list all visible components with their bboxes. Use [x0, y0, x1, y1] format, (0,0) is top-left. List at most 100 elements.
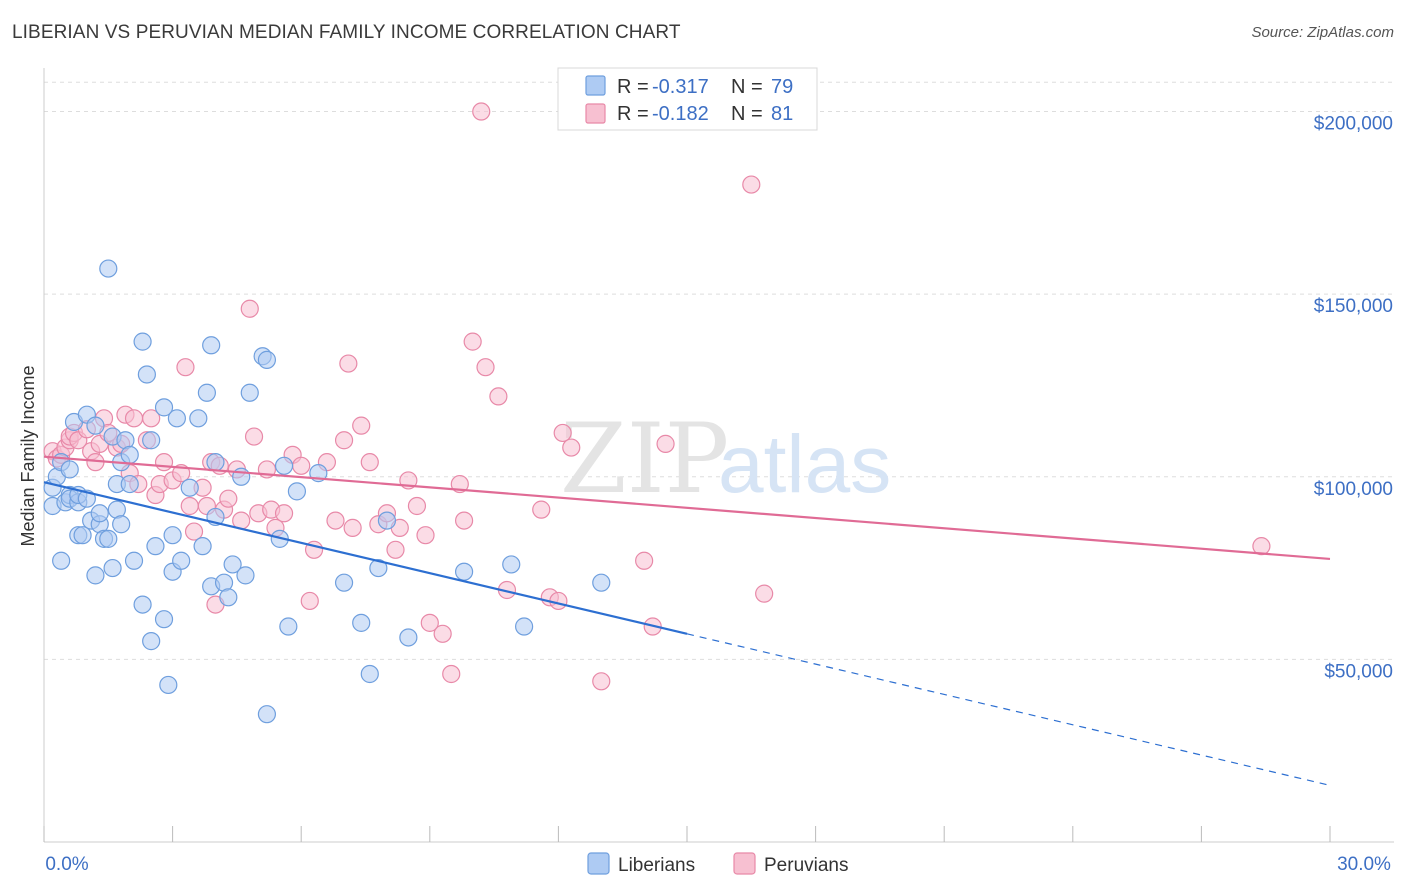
peruvian-point	[240, 299, 259, 318]
liberian-point	[189, 409, 208, 428]
watermark-zip: ZIP	[560, 403, 729, 515]
liberian-point	[274, 456, 294, 475]
liberian-point	[142, 431, 161, 450]
series-legend: Liberians Peruvians	[587, 852, 849, 876]
liberian-point	[159, 675, 178, 695]
peruvian-point	[326, 511, 345, 530]
liberian-point	[103, 558, 122, 578]
liberian-point	[99, 259, 118, 278]
liberian-point	[334, 573, 354, 592]
liberian-point	[60, 460, 79, 479]
liberian-point	[133, 595, 152, 614]
peruvian-point	[300, 591, 319, 611]
peruvian-point	[154, 453, 174, 472]
peruvian-point	[274, 504, 294, 523]
stat-r-value-0: -0.317	[652, 76, 709, 98]
liberian-point	[592, 573, 611, 592]
peruvian-point	[339, 354, 358, 373]
peruvian-point	[1252, 537, 1271, 556]
liberian-point	[120, 474, 139, 494]
watermark: ZIP atlas	[560, 403, 891, 515]
liberian-trend-extension	[686, 633, 1331, 786]
liberian-point	[86, 566, 105, 585]
chart-title: LIBERIAN VS PERUVIAN MEDIAN FAMILY INCOM…	[12, 22, 681, 43]
liberian-point	[137, 365, 156, 384]
liberian-point	[219, 588, 238, 607]
stat-n-label-1: N =	[731, 103, 763, 125]
liberian-point	[257, 350, 277, 369]
x-tick-label-max: 30.0%	[1337, 854, 1391, 875]
peruvian-point	[489, 387, 508, 406]
liberian-point	[99, 529, 118, 548]
source-credit: Source: ZipAtlas.com	[1251, 24, 1394, 41]
peruvian-point	[416, 526, 435, 545]
liberian-point	[73, 526, 92, 545]
peruvian-point	[454, 511, 474, 530]
peruvian-point	[180, 496, 199, 516]
liberian-point	[146, 537, 165, 556]
liberian-point	[52, 551, 71, 570]
axes: $50,000 $100,000 $150,000 $200,000 0.0% 30.0%	[43, 68, 1394, 875]
liberian-point	[167, 409, 186, 428]
liberian-point	[163, 526, 182, 545]
peruvian-point	[244, 427, 264, 446]
liberian-point	[377, 511, 397, 530]
peruvian-point	[219, 489, 238, 508]
peruvian-point	[549, 591, 568, 611]
peruvian-point	[592, 672, 611, 691]
trend-lines	[43, 455, 1331, 786]
y-axis-label: Median Family Income	[18, 365, 38, 546]
liberian-point	[240, 383, 259, 402]
liberian-trend-line	[43, 481, 688, 635]
y-tick-label: $200,000	[1314, 114, 1393, 135]
liberian-point	[154, 398, 174, 417]
peruvian-point	[755, 584, 774, 603]
liberian-point	[279, 617, 298, 636]
peruvian-point	[334, 431, 354, 450]
liberian-point	[502, 555, 521, 574]
stat-r-value-1: -0.182	[652, 103, 709, 125]
peruvian-point	[420, 613, 439, 632]
liberian-point	[112, 515, 131, 534]
peruvian-point	[407, 496, 427, 516]
watermark-atlas: atlas	[718, 419, 891, 510]
stat-n-label-0: N =	[731, 76, 763, 98]
peruvian-point	[656, 434, 675, 453]
legend-swatch-liberians	[585, 75, 606, 96]
peruvian-point	[742, 175, 761, 194]
liberian-point	[202, 336, 221, 355]
peruvian-point	[463, 332, 482, 351]
liberian-point	[124, 551, 144, 570]
series-legend-peruvians: Peruvians	[764, 855, 849, 876]
y-tick-label: $100,000	[1314, 479, 1393, 500]
peruvian-point	[176, 358, 195, 377]
liberian-point	[454, 562, 474, 581]
y-tick-label: $150,000	[1314, 296, 1393, 317]
stat-n-value-0: 79	[771, 76, 793, 98]
peruvian-point	[553, 423, 572, 443]
liberian-point	[369, 558, 388, 578]
liberian-point	[193, 537, 212, 556]
liberian-point	[142, 632, 161, 651]
peruvian-point	[562, 438, 581, 457]
liberian-point	[172, 551, 191, 570]
liberian-point	[223, 555, 242, 574]
liberian-point	[352, 613, 371, 632]
liberian-point	[515, 617, 534, 636]
peruvian-point	[476, 358, 495, 377]
liberian-point	[133, 332, 152, 351]
liberian-point	[257, 705, 277, 724]
peruvian-point	[142, 409, 161, 428]
liberian-point	[90, 504, 109, 523]
peruvian-point	[635, 551, 654, 570]
stat-n-value-1: 81	[771, 103, 793, 125]
peruvian-point	[343, 518, 362, 537]
peruvian-point	[124, 409, 144, 428]
x-tick-label-min: 0.0%	[45, 854, 88, 875]
peruvian-point	[386, 540, 405, 559]
liberian-point	[180, 478, 199, 497]
stat-r-label-1: R =	[617, 103, 649, 125]
stats-legend: R = -0.317 N = 79 R = -0.182 N = 81	[557, 67, 818, 131]
liberian-point	[287, 482, 307, 501]
liberian-point	[206, 453, 225, 472]
